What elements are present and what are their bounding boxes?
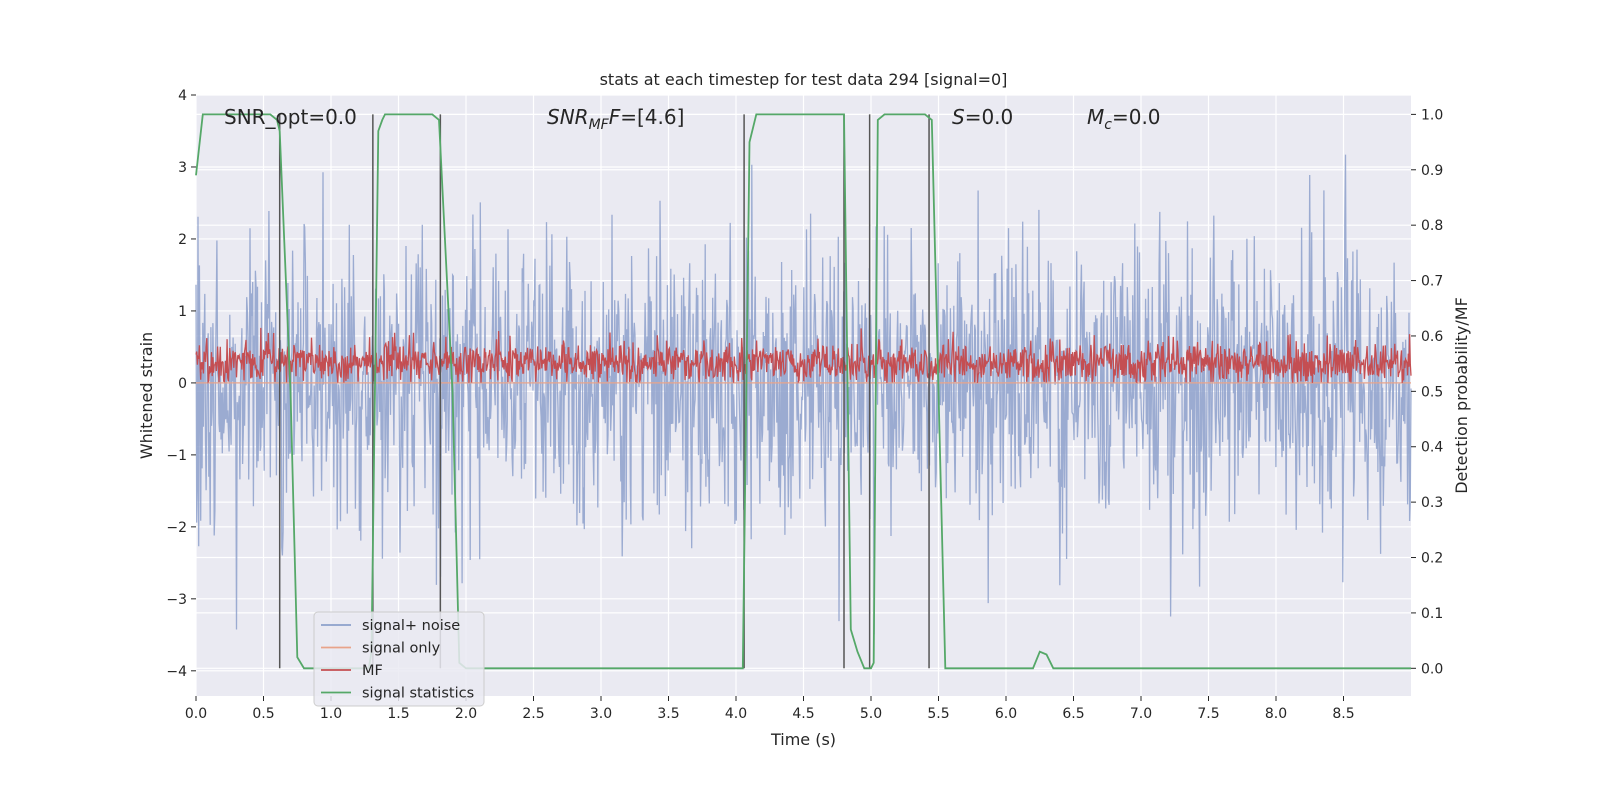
y-axis-label: Whitened strain — [137, 332, 156, 459]
y2-tick-label: 1.0 — [1421, 107, 1443, 123]
x-tick-label: 4.5 — [792, 706, 814, 722]
y2-axis-ticks: 0.0 0.1 0.2 0.3 0.4 0.5 0.6 0.7 0.8 0.9 1.0 — [1411, 107, 1443, 677]
annotations: SNR_opt=0.0 SNRMFF=[4.6] S=0.0 Mc=0.0 — [224, 105, 1161, 133]
y2-tick-label: 0.0 — [1421, 661, 1443, 677]
y-tick-label: 4 — [178, 88, 187, 104]
annotation-base: M — [1087, 105, 1104, 129]
y-tick-label: −1 — [166, 448, 187, 464]
x-tick-label: 0.5 — [252, 706, 274, 722]
legend-label: MF — [362, 663, 383, 679]
mf-line — [195, 327, 1412, 384]
annotation-value: =0.0 — [965, 105, 1014, 129]
mf-series — [195, 327, 1412, 384]
y-tick-label: 2 — [178, 232, 187, 248]
x-tick-label: 2.0 — [455, 706, 477, 722]
y-axis-ticks: −4 −3 −2 −1 0 1 2 3 4 — [166, 88, 196, 680]
x-tick-label: 8.5 — [1332, 706, 1354, 722]
x-tick-label: 7.0 — [1130, 706, 1152, 722]
annotation-s: S=0.0 — [952, 105, 1013, 129]
annotation-subscript: MF — [589, 117, 610, 133]
x-tick-label: 7.5 — [1197, 706, 1219, 722]
legend-label: signal+ noise — [362, 618, 460, 634]
y-tick-label: 3 — [178, 160, 187, 176]
x-tick-label: 3.0 — [590, 706, 612, 722]
annotation-snr-mf: SNRMFF=[4.6] — [547, 105, 684, 133]
y-tick-label: 0 — [178, 376, 187, 392]
y2-axis-label: Detection probability/MF — [1452, 297, 1471, 494]
y2-tick-label: 0.5 — [1421, 384, 1443, 400]
y-tick-label: −4 — [166, 664, 187, 680]
y2-tick-label: 0.6 — [1421, 329, 1443, 345]
legend-label: signal only — [362, 641, 441, 657]
y2-tick-label: 0.1 — [1421, 606, 1443, 622]
y-tick-label: −3 — [166, 592, 187, 608]
legend-label: signal statistics — [362, 686, 474, 702]
annotation-base: S — [952, 105, 965, 129]
x-tick-label: 4.0 — [725, 706, 747, 722]
y2-tick-label: 0.8 — [1421, 218, 1443, 234]
y2-tick-label: 0.2 — [1421, 551, 1443, 567]
x-tick-label: 0.0 — [185, 706, 207, 722]
annotation-snr-opt: SNR_opt=0.0 — [224, 105, 357, 129]
x-tick-label: 8.0 — [1265, 706, 1287, 722]
x-tick-label: 1.0 — [320, 706, 342, 722]
annotation-base: SNR — [547, 105, 589, 129]
x-axis-ticks: 0.0 0.5 1.0 1.5 2.0 2.5 3.0 3.5 4.0 4.5 5.0 5.5 6.0 6… — [185, 696, 1355, 722]
y-tick-label: −2 — [166, 520, 187, 536]
annotation-value: =0.0 — [1112, 105, 1161, 129]
y2-tick-label: 0.3 — [1421, 495, 1443, 511]
y2-tick-label: 0.7 — [1421, 274, 1443, 290]
x-tick-label: 5.0 — [860, 706, 882, 722]
x-tick-label: 6.5 — [1062, 706, 1084, 722]
x-axis-label: Time (s) — [770, 730, 836, 749]
annotation-value: =[4.6] — [620, 105, 684, 129]
chart-title: stats at each timestep for test data 294… — [600, 70, 1008, 89]
y2-tick-label: 0.4 — [1421, 440, 1443, 456]
x-tick-label: 5.5 — [927, 706, 949, 722]
annotation-suffix: F — [609, 105, 621, 129]
legend: signal+ noise signal only MF signal statist… — [313, 611, 485, 707]
annotation-subscript: c — [1104, 117, 1112, 133]
annotation-mc: Mc=0.0 — [1087, 105, 1161, 133]
signal-statistics-series — [195, 113, 1411, 670]
y-tick-label: 1 — [178, 304, 187, 320]
x-tick-label: 3.5 — [657, 706, 679, 722]
x-tick-label: 2.5 — [522, 706, 544, 722]
y2-tick-label: 0.9 — [1421, 163, 1443, 179]
signal-statistics-line — [195, 113, 1411, 670]
legend-box — [313, 611, 485, 707]
x-tick-label: 1.5 — [387, 706, 409, 722]
grid-lines — [195, 94, 1411, 696]
x-tick-label: 6.0 — [995, 706, 1017, 722]
